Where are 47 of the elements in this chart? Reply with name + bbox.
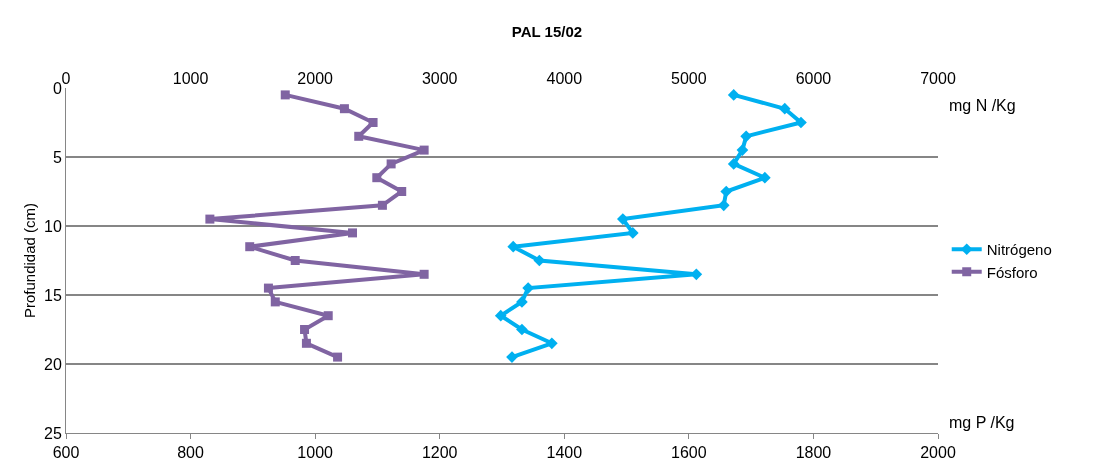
point <box>339 104 349 114</box>
y-axis-title: Profundidad (cm) <box>21 202 39 319</box>
x-tick-label: 600 <box>52 444 80 462</box>
x2-tick-label: 5000 <box>671 69 707 87</box>
x-tick-label: 800 <box>177 444 205 462</box>
x2-tick-label: 6000 <box>795 69 832 87</box>
x-tick-label: 1600 <box>671 444 707 462</box>
point <box>245 242 255 252</box>
point <box>205 214 215 224</box>
point <box>419 145 429 155</box>
y-tick-label: 25 <box>44 424 62 442</box>
x-tick-label: 1200 <box>421 444 458 462</box>
point <box>333 352 343 362</box>
x2-axis-title: mg N /Kg <box>949 97 1016 114</box>
y-tick-label: 15 <box>44 286 62 304</box>
point <box>301 338 311 348</box>
point <box>300 325 310 334</box>
y-tick-label: 10 <box>44 217 62 235</box>
point <box>323 311 333 321</box>
point <box>372 173 382 183</box>
x2-tick-label: 3000 <box>421 69 458 87</box>
point <box>354 131 364 141</box>
point <box>270 297 280 307</box>
point <box>290 256 300 265</box>
x-axis-title: mg P /Kg <box>949 414 1015 431</box>
point <box>419 269 429 279</box>
chart-title: PAL 15/02 <box>511 23 583 41</box>
y-tick-label: 0 <box>52 79 62 97</box>
x2-tick-label: 1000 <box>172 69 209 87</box>
x-tick-label: 1000 <box>297 444 334 462</box>
legend-label: Fósforo <box>986 263 1038 281</box>
y-tick-label: 20 <box>44 355 62 373</box>
point <box>397 187 407 196</box>
x-tick-label: 1400 <box>546 444 583 462</box>
x2-tick-label: 2000 <box>297 69 334 87</box>
x-tick-label: 1800 <box>795 444 832 462</box>
legend-label: Nitrógeno <box>986 241 1052 259</box>
point <box>386 159 396 169</box>
point <box>377 200 387 210</box>
x2-tick-label: 7000 <box>920 69 956 87</box>
point <box>280 90 290 100</box>
point <box>263 283 273 293</box>
point <box>368 118 378 127</box>
x2-tick-label: 4000 <box>546 69 583 87</box>
point <box>348 228 358 238</box>
y-tick-label: 5 <box>52 148 62 166</box>
x-tick-label: 2000 <box>920 444 956 462</box>
